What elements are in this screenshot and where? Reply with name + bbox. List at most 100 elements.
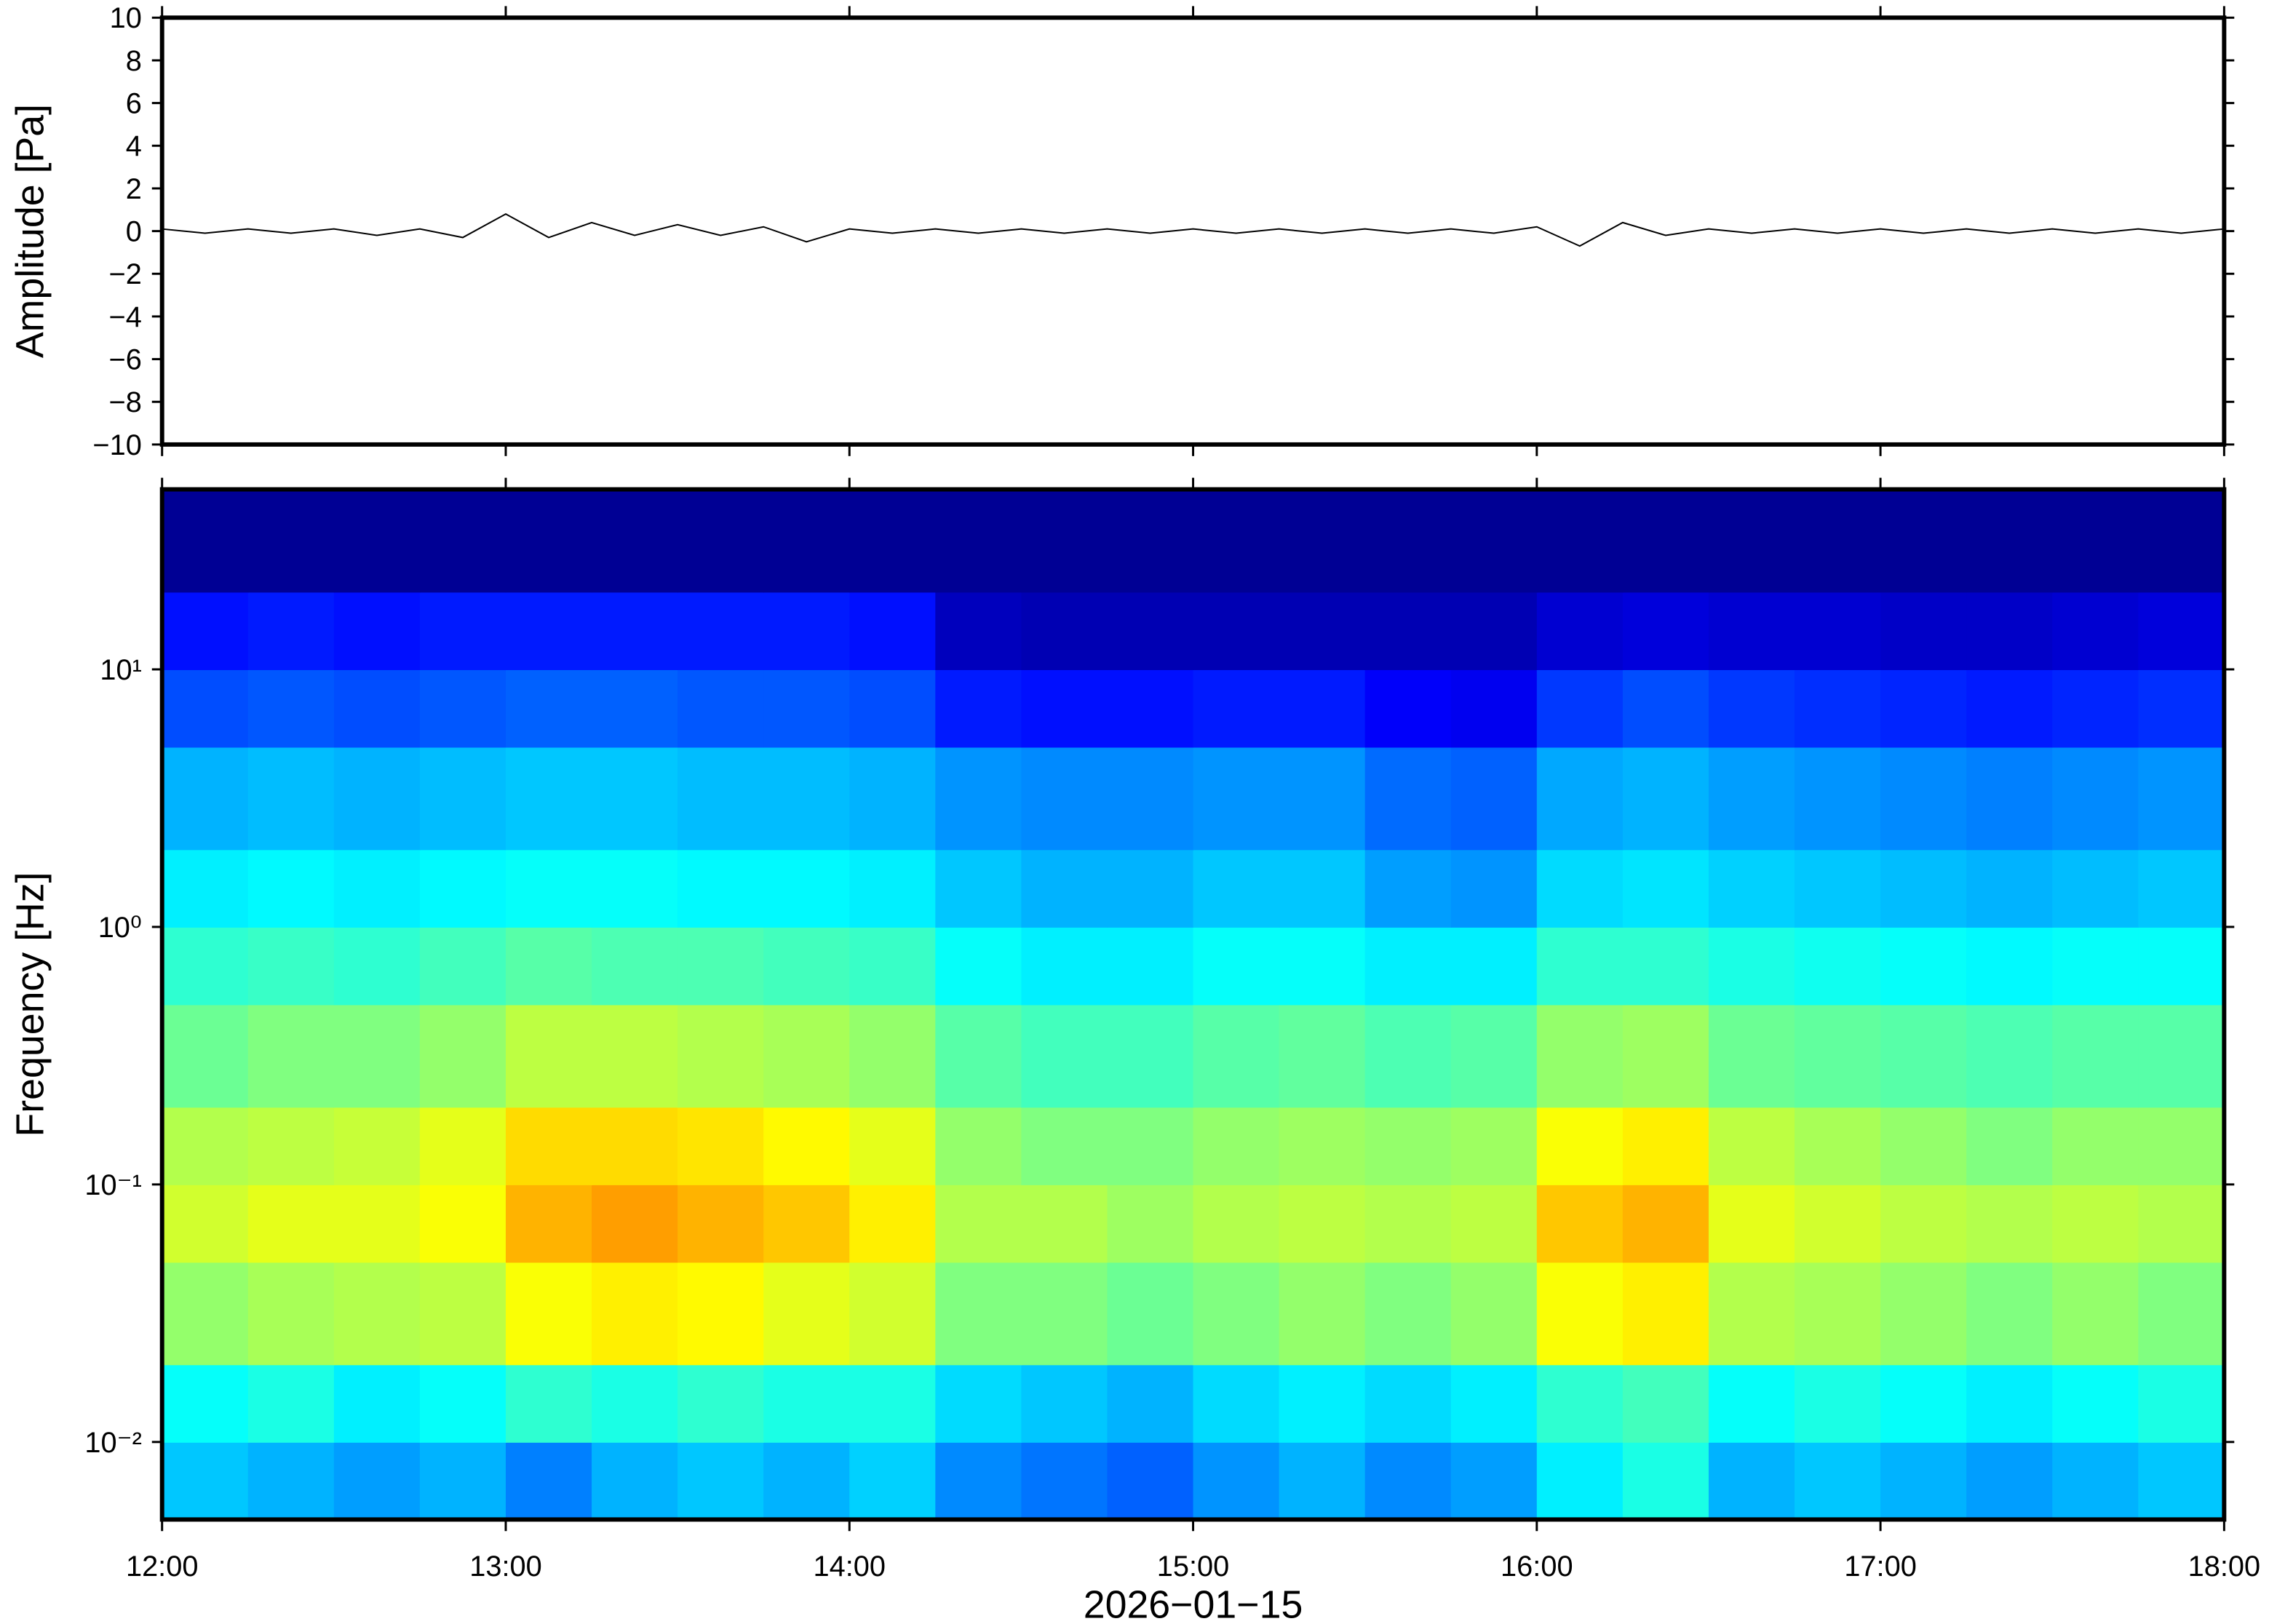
- spectrogram-cell: [1364, 1364, 1452, 1443]
- spectrogram-cell: [333, 1184, 421, 1263]
- spectrogram-cell: [1193, 489, 1280, 593]
- spectrogram-cell: [1795, 1262, 1882, 1366]
- spectrogram-cell: [247, 1184, 335, 1263]
- spectrogram-cell: [592, 1004, 679, 1108]
- spectrogram-cell: [1795, 1441, 1882, 1521]
- spectrogram-cell: [935, 926, 1022, 1006]
- spectrogram-cell: [1364, 1107, 1452, 1185]
- spectrogram-cell: [333, 849, 421, 928]
- spectrogram-cell: [2138, 489, 2225, 593]
- spectrogram-cell: [1364, 592, 1452, 670]
- spectrogram-cell: [419, 592, 506, 670]
- spectrogram-cell: [1966, 926, 2054, 1006]
- spectrogram-cell: [592, 669, 679, 748]
- spectrogram-cell: [849, 1107, 937, 1185]
- spectrogram-cell: [1364, 489, 1452, 593]
- spectrogram-cell: [2138, 849, 2225, 928]
- spectrogram-cell: [1450, 926, 1538, 1006]
- spectrogram-cell: [763, 669, 851, 748]
- spectrogram-cell: [505, 1107, 593, 1185]
- spectrogram-cell: [592, 849, 679, 928]
- spectrogram-cell: [1279, 669, 1366, 748]
- spectrogram-cell: [247, 1364, 335, 1443]
- spectrogram-cell: [419, 1004, 506, 1108]
- y-tick-label: 10⁻²: [84, 1427, 141, 1459]
- spectrogram-cell: [1708, 1107, 1796, 1185]
- spectrogram-cell: [1622, 1441, 1709, 1521]
- spectrogram-cell: [505, 489, 593, 593]
- spectrogram-cell: [1193, 1364, 1280, 1443]
- spectrogram-cell: [1193, 926, 1280, 1006]
- spectrogram-cell: [677, 1184, 765, 1263]
- spectrogram-cell: [1107, 1107, 1194, 1185]
- spectrogram-cell: [1708, 489, 1796, 593]
- spectrogram-cell: [592, 592, 679, 670]
- spectrogram-cell: [247, 926, 335, 1006]
- spectrogram-cell: [247, 747, 335, 851]
- spectrogram-cell: [162, 1107, 249, 1185]
- spectrogram-cell: [505, 1364, 593, 1443]
- spectrogram-cell: [505, 1004, 593, 1108]
- spectrogram-cell: [1880, 1004, 1968, 1108]
- spectrogram-cell: [1966, 1364, 2054, 1443]
- spectrogram-cell: [162, 489, 249, 593]
- spectrogram-cell: [2138, 1107, 2225, 1185]
- spectrogram-cell: [1536, 669, 1624, 748]
- spectrogram-cell: [1622, 849, 1709, 928]
- spectrogram-cell: [677, 1004, 765, 1108]
- spectrogram-cell: [763, 1004, 851, 1108]
- spectrogram-cell: [1450, 1004, 1538, 1108]
- spectrogram-cell: [1364, 926, 1452, 1006]
- spectrogram-cell: [763, 489, 851, 593]
- spectrogram-cell: [419, 1364, 506, 1443]
- spectrogram-cell: [1880, 747, 1968, 851]
- spectrogram-cell: [2052, 747, 2139, 851]
- spectrogram-cell: [1795, 849, 1882, 928]
- spectrogram-cell: [1450, 489, 1538, 593]
- spectrogram: [162, 489, 2225, 1521]
- spectrogram-cell: [162, 1004, 249, 1108]
- spectrogram-cell: [1364, 849, 1452, 928]
- spectrogram-cell: [1622, 592, 1709, 670]
- spectrogram-cell: [849, 592, 937, 670]
- spectrogram-cell: [677, 489, 765, 593]
- spectrogram-cell: [1966, 849, 2054, 928]
- spectrogram-cell: [1622, 669, 1709, 748]
- x-tick-label: 17:00: [1844, 1551, 1917, 1583]
- spectrogram-cell: [505, 849, 593, 928]
- spectrogram-cell: [1193, 1004, 1280, 1108]
- spectrogram-cell: [849, 747, 937, 851]
- spectrogram-cell: [1536, 849, 1624, 928]
- spectrogram-cell: [1880, 592, 1968, 670]
- spectrogram-cell: [763, 1441, 851, 1521]
- spectrogram-cell: [935, 1004, 1022, 1108]
- spectrogram-cell: [162, 1184, 249, 1263]
- spectrogram-cell: [1880, 489, 1968, 593]
- spectrogram-cell: [1880, 1107, 1968, 1185]
- spectrogram-cell: [505, 1441, 593, 1521]
- spectrogram-cell: [2138, 592, 2225, 670]
- spectrogram-cell: [1279, 747, 1366, 851]
- spectrogram-cell: [1880, 1441, 1968, 1521]
- spectrogram-cell: [1279, 1441, 1366, 1521]
- spectrogram-cell: [1279, 849, 1366, 928]
- spectrogram-cell: [935, 1262, 1022, 1366]
- spectrogram-cell: [247, 669, 335, 748]
- spectrogram-cell: [1021, 747, 1108, 851]
- spectrogram-cell: [1880, 849, 1968, 928]
- spectrogram-cell: [935, 489, 1022, 593]
- spectrogram-cell: [333, 1107, 421, 1185]
- spectrogram-cell: [1795, 926, 1882, 1006]
- spectrogram-cell: [1795, 747, 1882, 851]
- spectrogram-cell: [1536, 1004, 1624, 1108]
- spectrogram-cell: [1880, 669, 1968, 748]
- spectrogram-cell: [419, 669, 506, 748]
- spectrogram-cell: [2138, 1262, 2225, 1366]
- spectrogram-cell: [1880, 926, 1968, 1006]
- y-tick-label: −4: [109, 301, 142, 333]
- spectrogram-cell: [592, 747, 679, 851]
- spectrogram-cell: [1021, 1107, 1108, 1185]
- spectrogram-cell: [2052, 926, 2139, 1006]
- x-tick-label: 14:00: [814, 1551, 886, 1583]
